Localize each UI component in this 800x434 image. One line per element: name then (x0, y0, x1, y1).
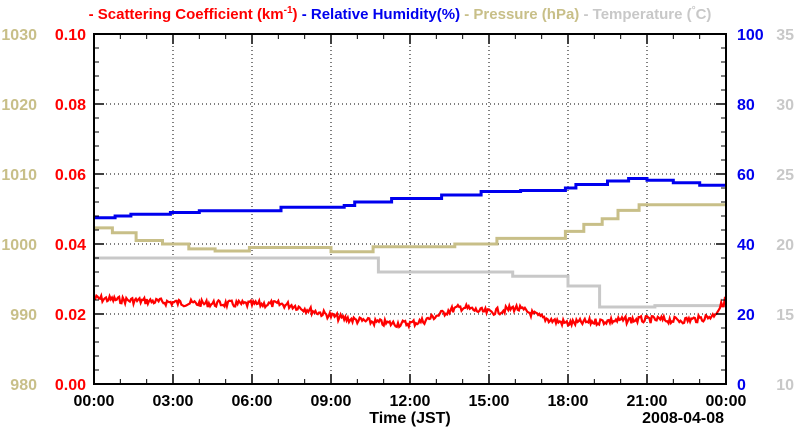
x-tick-label: 00:00 (74, 393, 115, 410)
y-tick-label-pressure: 1010 (1, 167, 37, 184)
legend-label: Temperature ( (593, 6, 692, 23)
legend-label: Relative Humidity(%) (311, 6, 460, 23)
date-label: 2008-04-08 (642, 410, 724, 427)
y-tick-label-temperature: 35 (776, 27, 794, 44)
y-tick-label-scattering: 0.08 (55, 97, 86, 114)
legend-label-end: C) (696, 6, 712, 23)
y-tick-label-temperature: 20 (776, 237, 794, 254)
x-tick-label: 21:00 (627, 393, 668, 410)
chart-title: - Scattering Coefficient (km-1) - Relati… (89, 5, 712, 23)
y-tick-label-humidity: 80 (737, 97, 755, 114)
x-tick-label: 15:00 (469, 393, 510, 410)
series-line-temperature (94, 256, 726, 309)
x-tick-label: 18:00 (548, 393, 589, 410)
x-tick-label: 09:00 (311, 393, 352, 410)
legend-label-end: ) (293, 6, 298, 23)
y-tick-label-humidity: 40 (737, 237, 755, 254)
y-tick-label-temperature: 15 (776, 307, 794, 324)
x-axis-label: Time (JST) (369, 410, 451, 427)
legend-marker: - (460, 6, 473, 23)
y-tick-label-humidity: 20 (737, 307, 755, 324)
y-tick-label-humidity: 0 (737, 377, 746, 394)
x-tick-label: 06:00 (232, 393, 273, 410)
x-tick-label: 12:00 (390, 393, 431, 410)
legend-marker: - (579, 6, 592, 23)
series-line-scattering-coefficient (93, 292, 727, 330)
x-tick-label: 03:00 (153, 393, 194, 410)
legend-marker: - (298, 6, 311, 23)
y-tick-label-pressure: 980 (10, 377, 37, 394)
tick-labels: 00:00 03:00 06:00 09:00 12:00 15:00 18:00 21:00… (1, 27, 794, 410)
y-tick-label-scattering: 0.04 (55, 237, 86, 254)
legend-label: Pressure (hPa) (473, 6, 579, 23)
grid (94, 34, 726, 384)
x-tick-label: 00:00 (706, 393, 747, 410)
y-tick-label-pressure: 990 (10, 307, 37, 324)
legend-label: Scattering Coefficient (km (98, 6, 284, 23)
y-tick-label-scattering: 0.00 (55, 377, 86, 394)
y-tick-label-temperature: 30 (776, 97, 794, 114)
y-tick-label-pressure: 1000 (1, 237, 37, 254)
y-tick-label-scattering: 0.06 (55, 167, 86, 184)
legend-marker: - (89, 6, 98, 23)
tick-marks (93, 33, 727, 385)
y-tick-label-humidity: 60 (737, 167, 755, 184)
y-tick-label-humidity: 100 (737, 27, 764, 44)
y-tick-label-temperature: 25 (776, 167, 794, 184)
y-tick-label-pressure: 1030 (1, 27, 37, 44)
legend-label-superscript: -1 (284, 5, 293, 16)
y-tick-label-pressure: 1020 (1, 97, 37, 114)
y-tick-label-temperature: 10 (776, 377, 794, 394)
series-line-relative-humidity (94, 177, 726, 220)
series-layer (93, 177, 727, 330)
legend-label-superscript: ° (692, 5, 696, 16)
series-line-pressure (94, 203, 726, 254)
y-tick-label-scattering: 0.02 (55, 307, 86, 324)
y-tick-label-scattering: 0.10 (55, 27, 86, 44)
